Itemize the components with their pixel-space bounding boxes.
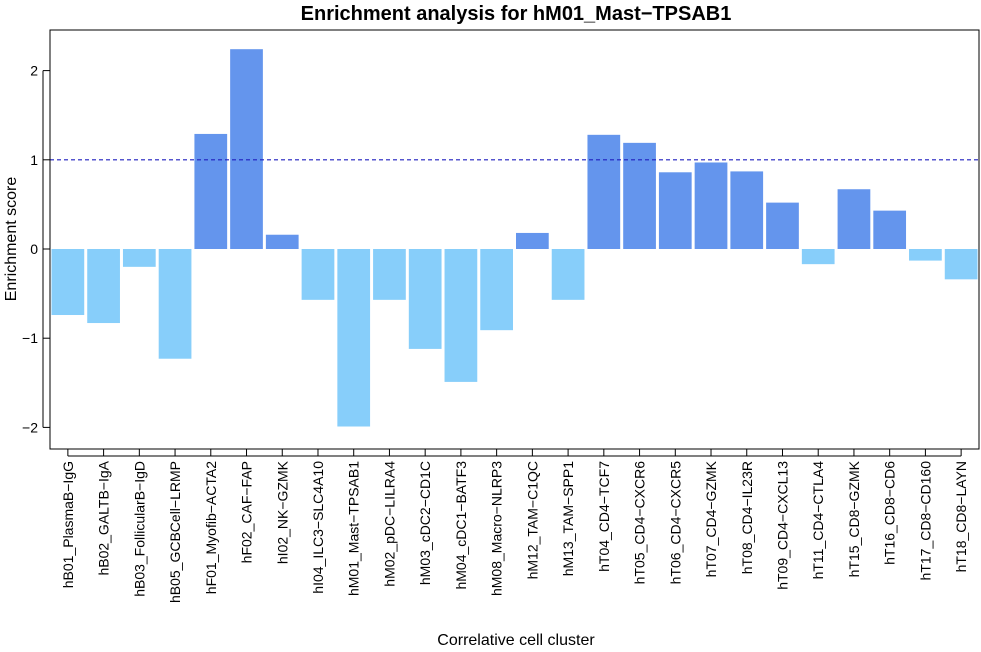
bar xyxy=(444,249,478,382)
bar xyxy=(801,249,835,265)
x-tick-label: hT15_CD8−GZMK xyxy=(846,460,862,577)
chart-title: Enrichment analysis for hM01_Mast−TPSAB1 xyxy=(301,3,732,25)
y-tick-label: 1 xyxy=(30,152,38,168)
x-tick-label: hM08_Macro−NLRP3 xyxy=(489,461,505,596)
bar xyxy=(873,210,907,249)
x-axis: hB01_PlasmaB−IgG hB02_GALTB−IgA hB03_Folli… xyxy=(60,449,969,603)
bar xyxy=(337,249,371,427)
bar xyxy=(587,134,621,249)
x-tick-label: hT06_CD4−CXCR5 xyxy=(667,461,683,585)
x-tick-label: hT04_CD4−TCF7 xyxy=(596,461,612,572)
x-tick-label: hM01_Mast−TPSAB1 xyxy=(346,461,362,596)
bar xyxy=(480,249,513,331)
x-tick-label: hF01_Myofib−ACTA2 xyxy=(203,461,219,594)
bar xyxy=(623,142,656,249)
x-tick-label: hT07_CD4−GZMK xyxy=(703,460,719,577)
y-axis: −2 −1 0 1 2 xyxy=(22,63,50,435)
x-tick-label: hT16_CD8−CD6 xyxy=(882,461,898,565)
y-tick-label: 0 xyxy=(30,241,38,257)
bar xyxy=(551,249,585,300)
x-tick-label: hF02_CAF−FAP xyxy=(239,461,255,563)
bar xyxy=(694,162,728,249)
bar xyxy=(158,249,192,359)
plot-frame xyxy=(49,29,980,450)
x-tick-label: hM12_TAM−C1QC xyxy=(524,461,540,579)
x-tick-label: hT11_CD4−CTLA4 xyxy=(810,461,826,580)
x-tick-label: hT08_CD4−IL23R xyxy=(739,461,755,574)
bar xyxy=(837,189,871,249)
x-tick-label: hI04_ILC3−SLC4A10 xyxy=(310,461,326,594)
bar xyxy=(230,49,263,249)
x-tick-label: hM02_pDC−LILRA4 xyxy=(381,461,397,587)
y-axis-label: Enrichment score xyxy=(3,177,20,302)
y-tick-label: 2 xyxy=(30,63,38,79)
bar xyxy=(122,249,156,267)
bar xyxy=(730,171,764,249)
x-tick-label: hM13_TAM−SPP1 xyxy=(560,461,576,577)
x-tick-label: hT18_CD8−LAYN xyxy=(953,461,969,572)
bar xyxy=(658,172,692,249)
x-tick-label: hM04_cDC1−BATF3 xyxy=(453,461,469,590)
bar xyxy=(766,202,799,249)
bar xyxy=(373,249,406,300)
bar xyxy=(301,249,335,300)
x-tick-label: hM03_cDC2−CD1C xyxy=(417,461,433,585)
x-tick-label: hB05_GCBCell−LRMP xyxy=(167,461,183,603)
x-tick-label: hT09_CD4−CXCL13 xyxy=(774,461,790,590)
x-tick-label: hB02_GALTB−IgA xyxy=(96,460,112,575)
x-tick-label: hB03_FollicularB−IgD xyxy=(131,461,147,597)
bar xyxy=(265,234,299,249)
bar xyxy=(944,249,978,280)
bar xyxy=(87,249,120,324)
bar xyxy=(51,249,85,316)
bar xyxy=(194,133,228,249)
bar xyxy=(909,249,942,261)
x-tick-label: hT05_CD4−CXCR6 xyxy=(632,461,648,585)
y-tick-label: −2 xyxy=(22,419,38,435)
x-tick-label: hB01_PlasmaB−IgG xyxy=(60,461,76,588)
x-axis-label: Correlative cell cluster xyxy=(437,632,595,649)
bars-group xyxy=(51,49,978,427)
y-tick-label: −1 xyxy=(22,330,38,346)
x-tick-label: hT17_CD8−CD160 xyxy=(917,461,933,581)
bar xyxy=(516,232,549,249)
bar xyxy=(408,249,442,349)
x-tick-label: hI02_NK−GZMK xyxy=(274,460,290,564)
